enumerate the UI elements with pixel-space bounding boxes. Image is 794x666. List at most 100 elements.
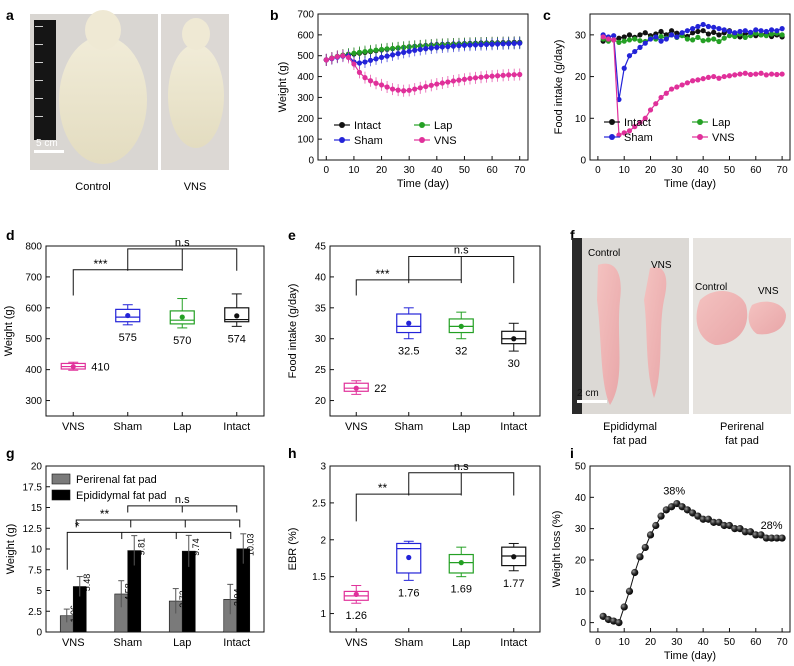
data-point-sham: [695, 23, 701, 30]
x-axis-label: Time (day): [664, 650, 716, 662]
plot-frame: [589, 465, 791, 633]
x-tick-label: 20: [376, 165, 388, 176]
data-point-sham: [445, 43, 451, 50]
panel-letter-f: f: [570, 227, 575, 243]
x-tick-label: 40: [698, 637, 710, 648]
legend-marker-vns: [697, 134, 703, 140]
data-point-lap: [726, 33, 733, 39]
photo-epididymal-bg: [572, 238, 689, 414]
data-point: [641, 543, 649, 552]
data-point-vns: [412, 86, 418, 92]
data-point: [725, 521, 734, 530]
data-point: [767, 534, 776, 542]
data-point-vns: [626, 128, 633, 134]
scale-label-f: 2 cm: [577, 388, 599, 399]
annotation-end: 28%: [761, 520, 783, 532]
data-point-vns: [367, 78, 374, 84]
value-label: 32.5: [398, 346, 419, 358]
label-control-epi: Control: [588, 248, 620, 259]
data-point-lap: [700, 38, 706, 44]
label-vns-epi: VNS: [651, 260, 672, 271]
data-point-sham: [753, 27, 759, 33]
data-point-vns: [351, 61, 357, 67]
data-point-lap: [768, 31, 775, 37]
data-point-lap: [378, 46, 385, 53]
data-point-sham: [747, 29, 754, 35]
data-point-sham: [356, 60, 363, 66]
x-tick-label: 20: [645, 637, 657, 648]
data-point-sham: [395, 51, 401, 57]
data-point: [625, 587, 634, 595]
data-point-lap: [367, 48, 374, 54]
value-label: 1.76: [398, 587, 419, 599]
chart-weight-box: 300 400 500 600 700 800 Weight (g) VNS 410 Sham 57…: [3, 237, 265, 433]
data-point-sham: [511, 40, 517, 47]
data-point-vns: [742, 70, 748, 76]
data-point: [631, 568, 639, 577]
data-point-vns: [378, 82, 385, 88]
data-point-intact: [674, 30, 680, 36]
legend-label-intact: Intact: [354, 120, 381, 132]
data-point-sham: [439, 44, 445, 50]
mean-marker: [406, 320, 412, 326]
panel-letter-d: d: [6, 227, 15, 243]
data-point-vns: [653, 101, 659, 107]
data-point-sham: [711, 24, 717, 30]
bar-value-label: 5.48: [82, 574, 92, 592]
sig-label-ns: n.s: [175, 237, 190, 249]
y-tick-label: 15: [31, 503, 43, 514]
x-tick-label: 60: [750, 165, 762, 176]
rat-control-head: [85, 10, 121, 50]
data-point-vns: [668, 86, 675, 92]
y-axis-label: Weight (g): [277, 62, 289, 113]
data-point-lap: [616, 39, 622, 45]
y-tick-label: 500: [25, 334, 42, 345]
mean-marker: [125, 312, 131, 319]
category-label: VNS: [62, 637, 85, 649]
data-point: [720, 521, 728, 530]
data-point: [773, 534, 781, 542]
y-tick-label: 2: [320, 535, 326, 546]
legend-marker-vns: [419, 137, 425, 143]
data-point: [741, 528, 749, 536]
data-point-vns: [737, 71, 743, 77]
data-point-vns: [663, 90, 669, 96]
sig-bracket-stars: [355, 493, 462, 522]
data-point-sham: [658, 38, 664, 44]
panel-letter-g: g: [6, 445, 15, 461]
data-point-intact: [711, 29, 717, 35]
tissue-vns-perirenal: [748, 301, 786, 335]
plot-frame: [317, 13, 529, 161]
category-label: VNS: [345, 637, 368, 649]
value-label: 30: [508, 358, 520, 370]
data-point-lap: [742, 34, 748, 40]
data-point-lap: [690, 37, 696, 43]
data-point-vns: [373, 80, 379, 86]
y-tick-label: 10: [575, 114, 587, 125]
data-point-vns: [467, 75, 473, 82]
y-tick-label: 30: [575, 30, 587, 41]
x-axis-label: Time (day): [664, 178, 716, 190]
data-point-sham: [779, 26, 785, 32]
y-tick-label: 10: [575, 587, 587, 598]
data-point-lap: [621, 38, 627, 44]
data-point-vns: [711, 73, 717, 80]
y-tick-label: 30: [575, 524, 587, 535]
mean-marker: [353, 385, 359, 391]
y-axis-label: Weight (g): [3, 306, 15, 357]
data-point-sham: [434, 44, 440, 50]
data-point-sham: [378, 54, 385, 60]
legend-label-vns: VNS: [712, 132, 735, 144]
data-point-vns: [632, 124, 638, 130]
y-axis-label: Weight (g): [5, 524, 17, 575]
data-point: [646, 531, 655, 539]
data-point-vns: [695, 77, 701, 83]
data-point-sham: [647, 36, 654, 42]
data-point-vns: [679, 82, 685, 88]
plot-frame: [329, 465, 541, 633]
data-point-vns: [611, 37, 617, 43]
value-label: 410: [91, 362, 109, 374]
legend-marker-intact: [609, 119, 615, 125]
mean-marker: [70, 363, 76, 370]
data-point-vns: [495, 73, 501, 79]
